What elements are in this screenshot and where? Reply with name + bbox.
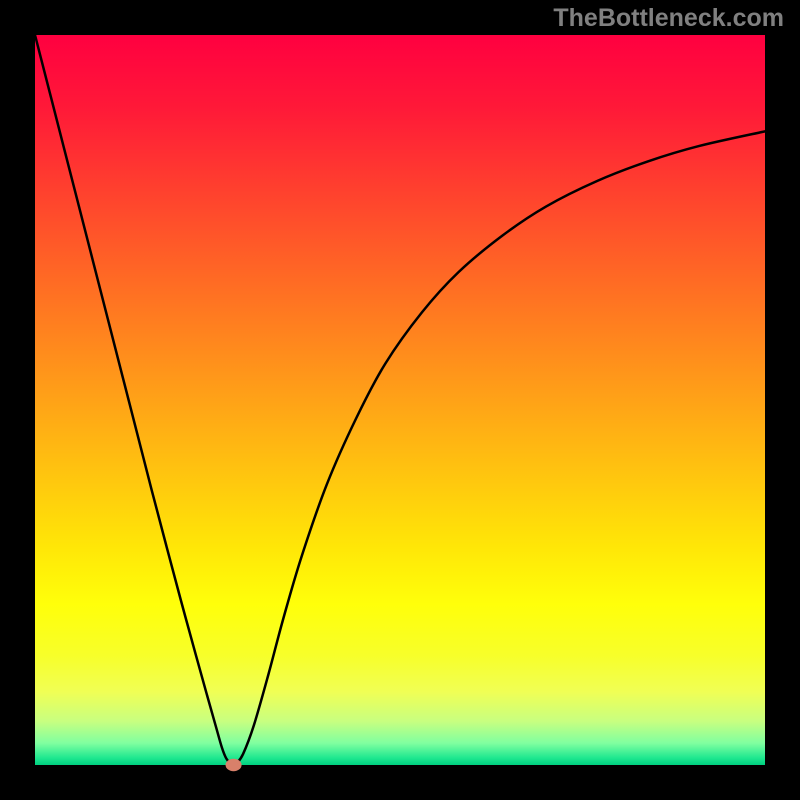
bottleneck-chart bbox=[0, 0, 800, 800]
plot-background bbox=[35, 35, 765, 765]
minimum-marker bbox=[226, 759, 242, 771]
watermark-text: TheBottleneck.com bbox=[553, 4, 784, 33]
chart-container: { "watermark": { "text": "TheBottleneck.… bbox=[0, 0, 800, 800]
